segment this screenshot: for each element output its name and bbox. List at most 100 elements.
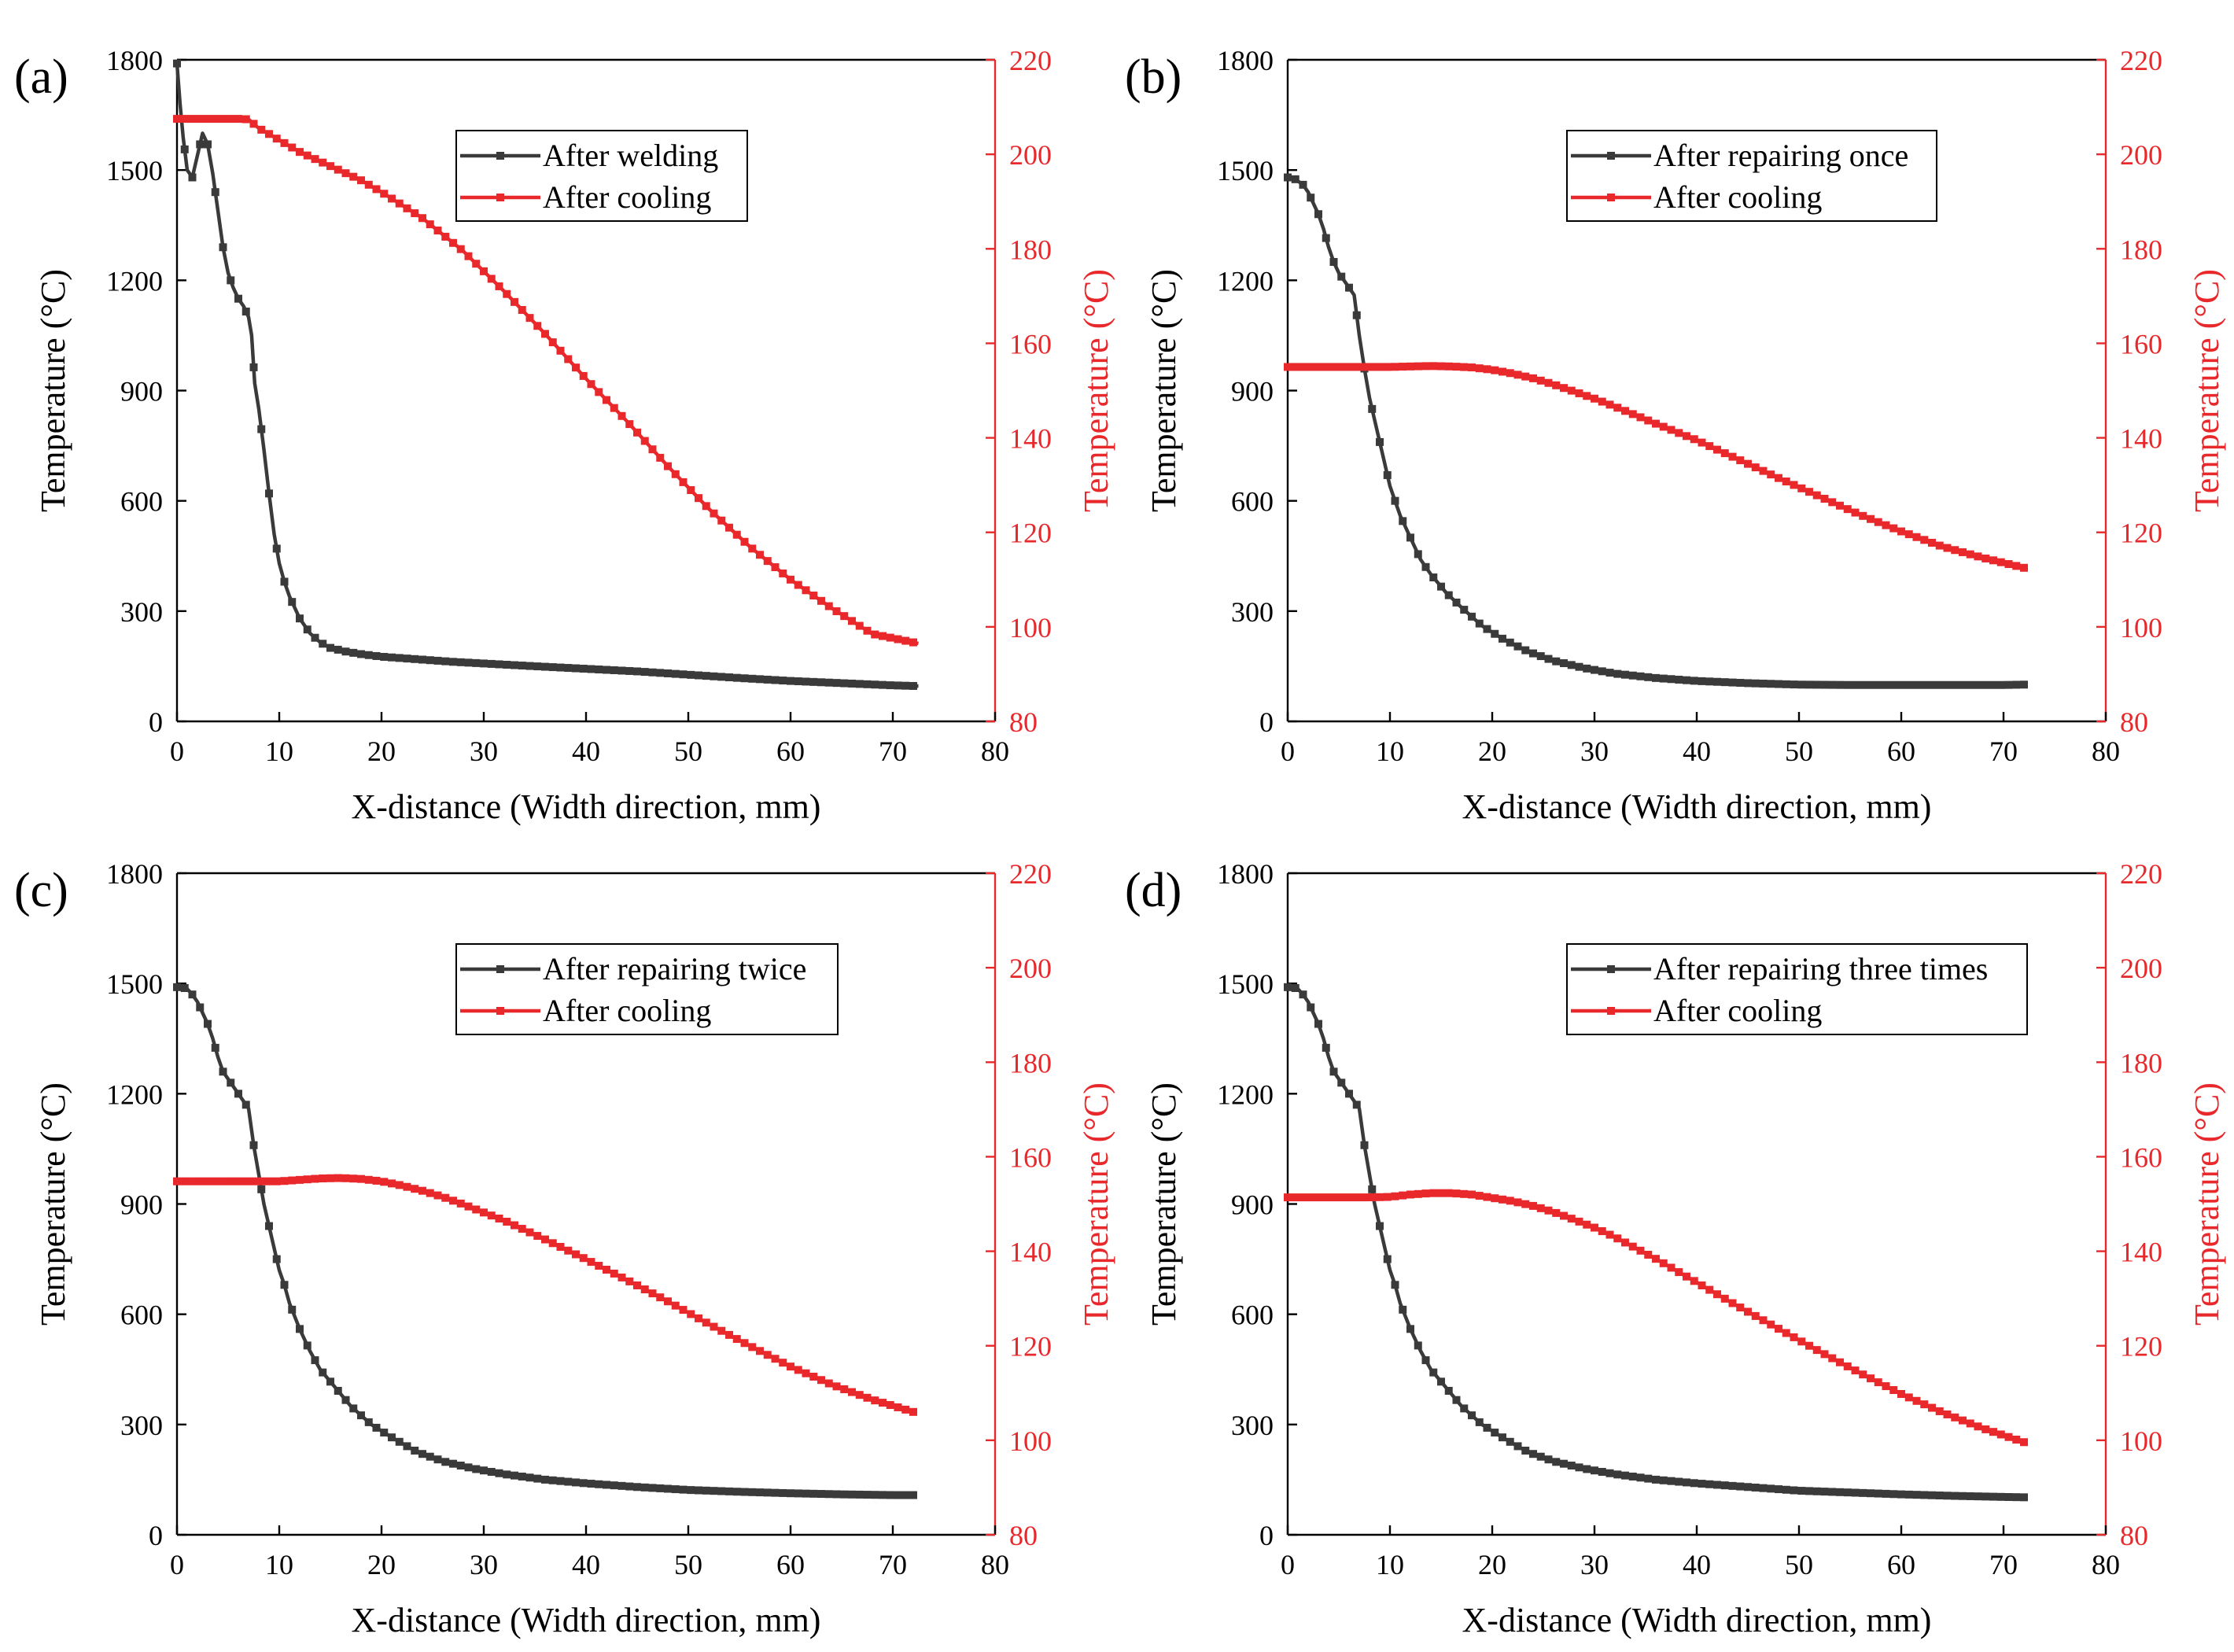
data-point: [234, 294, 242, 303]
data-point: [1974, 1422, 1982, 1431]
data-point: [1989, 680, 1997, 689]
data-point: [824, 1490, 833, 1499]
data-point: [740, 1488, 749, 1496]
data-point: [1360, 1193, 1369, 1202]
data-point: [1920, 536, 1929, 544]
x-tick-label: 70: [879, 1549, 907, 1580]
data-point: [2004, 1492, 2013, 1501]
left-y-tick-label: 1500: [106, 155, 163, 186]
data-point: [1368, 1185, 1377, 1193]
data-point: [679, 1306, 688, 1315]
right-y-tick-label: 120: [1009, 518, 1052, 549]
data-point: [1720, 1294, 1729, 1303]
data-point: [211, 1043, 219, 1052]
right-y-tick-label: 80: [2120, 1520, 2148, 1551]
data-point: [1874, 1489, 1882, 1498]
data-point: [1675, 429, 1683, 437]
data-point: [1698, 438, 1706, 447]
data-point: [1767, 1320, 1775, 1329]
legend-marker: [1607, 194, 1615, 201]
data-point: [1889, 524, 1898, 533]
data-point: [1560, 384, 1568, 393]
data-point: [1552, 657, 1561, 666]
x-tick-label: 30: [470, 736, 498, 767]
x-tick-label: 50: [674, 1549, 702, 1580]
x-tick-label: 30: [1580, 1549, 1609, 1580]
data-point: [617, 1481, 626, 1490]
data-point: [1728, 1299, 1737, 1307]
right-y-tick-label: 140: [2120, 1237, 2162, 1268]
data-point: [380, 653, 389, 662]
data-point: [756, 551, 764, 559]
right-y-tick-label: 200: [2120, 139, 2162, 171]
data-point: [1812, 1487, 1821, 1495]
data-point: [1421, 562, 1430, 571]
data-point: [1690, 1277, 1698, 1285]
data-point: [886, 681, 894, 690]
data-point: [1736, 1482, 1745, 1491]
data-point: [595, 1262, 603, 1270]
legend-label: After cooling: [1653, 179, 1822, 215]
data-point: [1775, 1485, 1782, 1494]
data-point: [1491, 1429, 1499, 1437]
legend: After welding After cooling: [455, 130, 748, 222]
legend-entry: After cooling: [460, 179, 711, 215]
data-point: [1560, 659, 1568, 668]
data-point: [1966, 550, 1974, 559]
data-point: [480, 1208, 488, 1217]
data-point: [1690, 1479, 1698, 1488]
data-point: [1575, 389, 1583, 397]
data-point: [1628, 1472, 1637, 1481]
data-point: [1828, 1488, 1837, 1496]
data-point: [572, 664, 580, 673]
data-point: [411, 655, 419, 663]
data-point: [901, 681, 910, 690]
data-point: [848, 1388, 856, 1396]
data-point: [1376, 437, 1384, 446]
data-point: [349, 172, 358, 181]
data-point: [1705, 1480, 1714, 1488]
data-point: [1698, 677, 1706, 685]
data-point: [587, 665, 595, 673]
data-point: [1499, 634, 1506, 643]
data-point: [1536, 376, 1545, 385]
left-y-tick-label: 1200: [106, 265, 163, 297]
data-point: [679, 478, 688, 486]
data-point: [2012, 1493, 2021, 1502]
data-point: [809, 677, 818, 686]
data-point: [1882, 1489, 1890, 1498]
data-point: [863, 680, 872, 688]
data-point: [1567, 1462, 1576, 1470]
left-y-tick-label: 1800: [106, 45, 163, 76]
data-point: [472, 1465, 481, 1473]
data-point: [702, 672, 710, 680]
data-point: [1690, 435, 1698, 444]
data-point: [1928, 1403, 1936, 1412]
data-point: [1598, 667, 1606, 676]
right-y-tick-label: 80: [1009, 1520, 1038, 1551]
data-point: [1552, 1458, 1561, 1466]
data-point: [280, 1281, 289, 1289]
data-point: [1437, 1189, 1445, 1197]
data-point: [1529, 1450, 1537, 1458]
data-point: [1513, 642, 1522, 651]
data-point: [1720, 1481, 1729, 1490]
data-point: [1307, 1193, 1315, 1202]
data-point: [702, 1318, 710, 1327]
data-point: [717, 1487, 726, 1495]
data-point: [1867, 1489, 1875, 1498]
data-point: [1943, 544, 1952, 552]
data-point: [1345, 363, 1353, 371]
data-point: [1851, 680, 1860, 689]
data-point: [1429, 1189, 1438, 1197]
data-point: [1291, 984, 1299, 993]
data-point: [180, 145, 189, 153]
legend-box: [1566, 943, 2028, 1035]
data-point: [288, 1305, 297, 1314]
data-point: [871, 1491, 879, 1499]
data-point: [1391, 496, 1399, 505]
data-point: [319, 1368, 327, 1377]
data-point: [1352, 1193, 1361, 1202]
data-point: [717, 1326, 726, 1335]
data-point: [1859, 680, 1867, 689]
